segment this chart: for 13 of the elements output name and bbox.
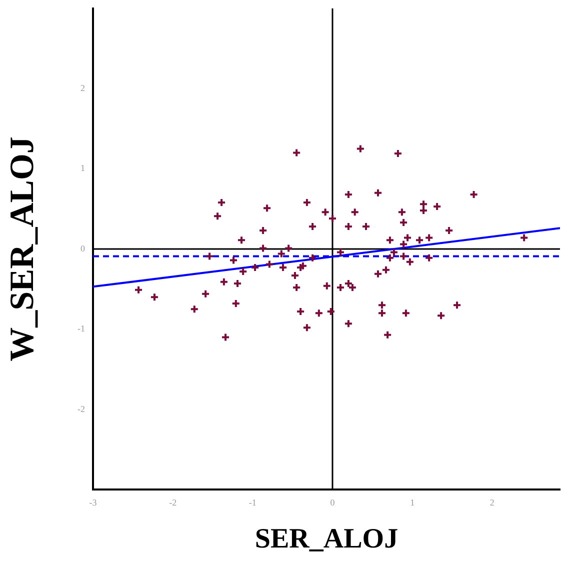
- x-tick-label: 0: [330, 497, 336, 508]
- y-tick-label: 2: [80, 82, 85, 93]
- y-tick-label: -1: [78, 324, 85, 334]
- y-tick-label: 0: [80, 243, 86, 254]
- y-axis-title: W_SER_ALOJ: [4, 136, 42, 362]
- x-tick-label: -1: [248, 497, 256, 508]
- x-tick-label: 2: [490, 497, 494, 508]
- x-axis-title: SER_ALOJ: [254, 523, 398, 554]
- y-tick-label: -2: [78, 404, 85, 414]
- x-tick-label: -3: [89, 497, 98, 508]
- y-tick-label: 1: [80, 163, 85, 174]
- x-tick-label: 1: [410, 497, 415, 508]
- x-tick-label: -2: [169, 497, 177, 508]
